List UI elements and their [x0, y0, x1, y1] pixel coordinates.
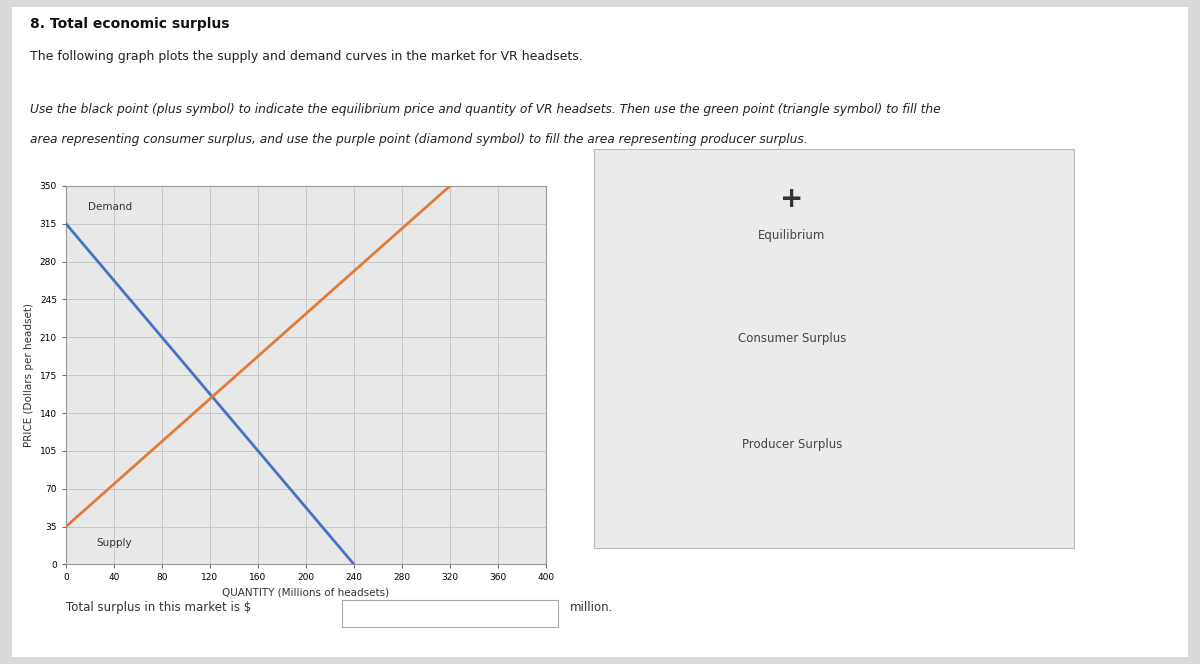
Text: Producer Surplus: Producer Surplus: [742, 438, 842, 452]
Text: The following graph plots the supply and demand curves in the market for VR head: The following graph plots the supply and…: [30, 50, 583, 63]
X-axis label: QUANTITY (Millions of headsets): QUANTITY (Millions of headsets): [222, 588, 390, 598]
Text: Consumer Surplus: Consumer Surplus: [738, 332, 846, 345]
Text: million.: million.: [570, 601, 613, 614]
Text: Supply: Supply: [96, 538, 132, 548]
Text: ?: ?: [1039, 167, 1046, 180]
Y-axis label: PRICE (Dollars per headset): PRICE (Dollars per headset): [24, 303, 34, 447]
Text: 8. Total economic surplus: 8. Total economic surplus: [30, 17, 229, 31]
Text: Use the black point (plus symbol) to indicate the equilibrium price and quantity: Use the black point (plus symbol) to ind…: [30, 103, 941, 116]
Text: area representing consumer surplus, and use the purple point (diamond symbol) to: area representing consumer surplus, and …: [30, 133, 808, 146]
Text: Equilibrium: Equilibrium: [758, 229, 826, 242]
Text: Total surplus in this market is $: Total surplus in this market is $: [66, 601, 251, 614]
Text: Demand: Demand: [88, 202, 132, 212]
Text: +: +: [780, 185, 804, 213]
